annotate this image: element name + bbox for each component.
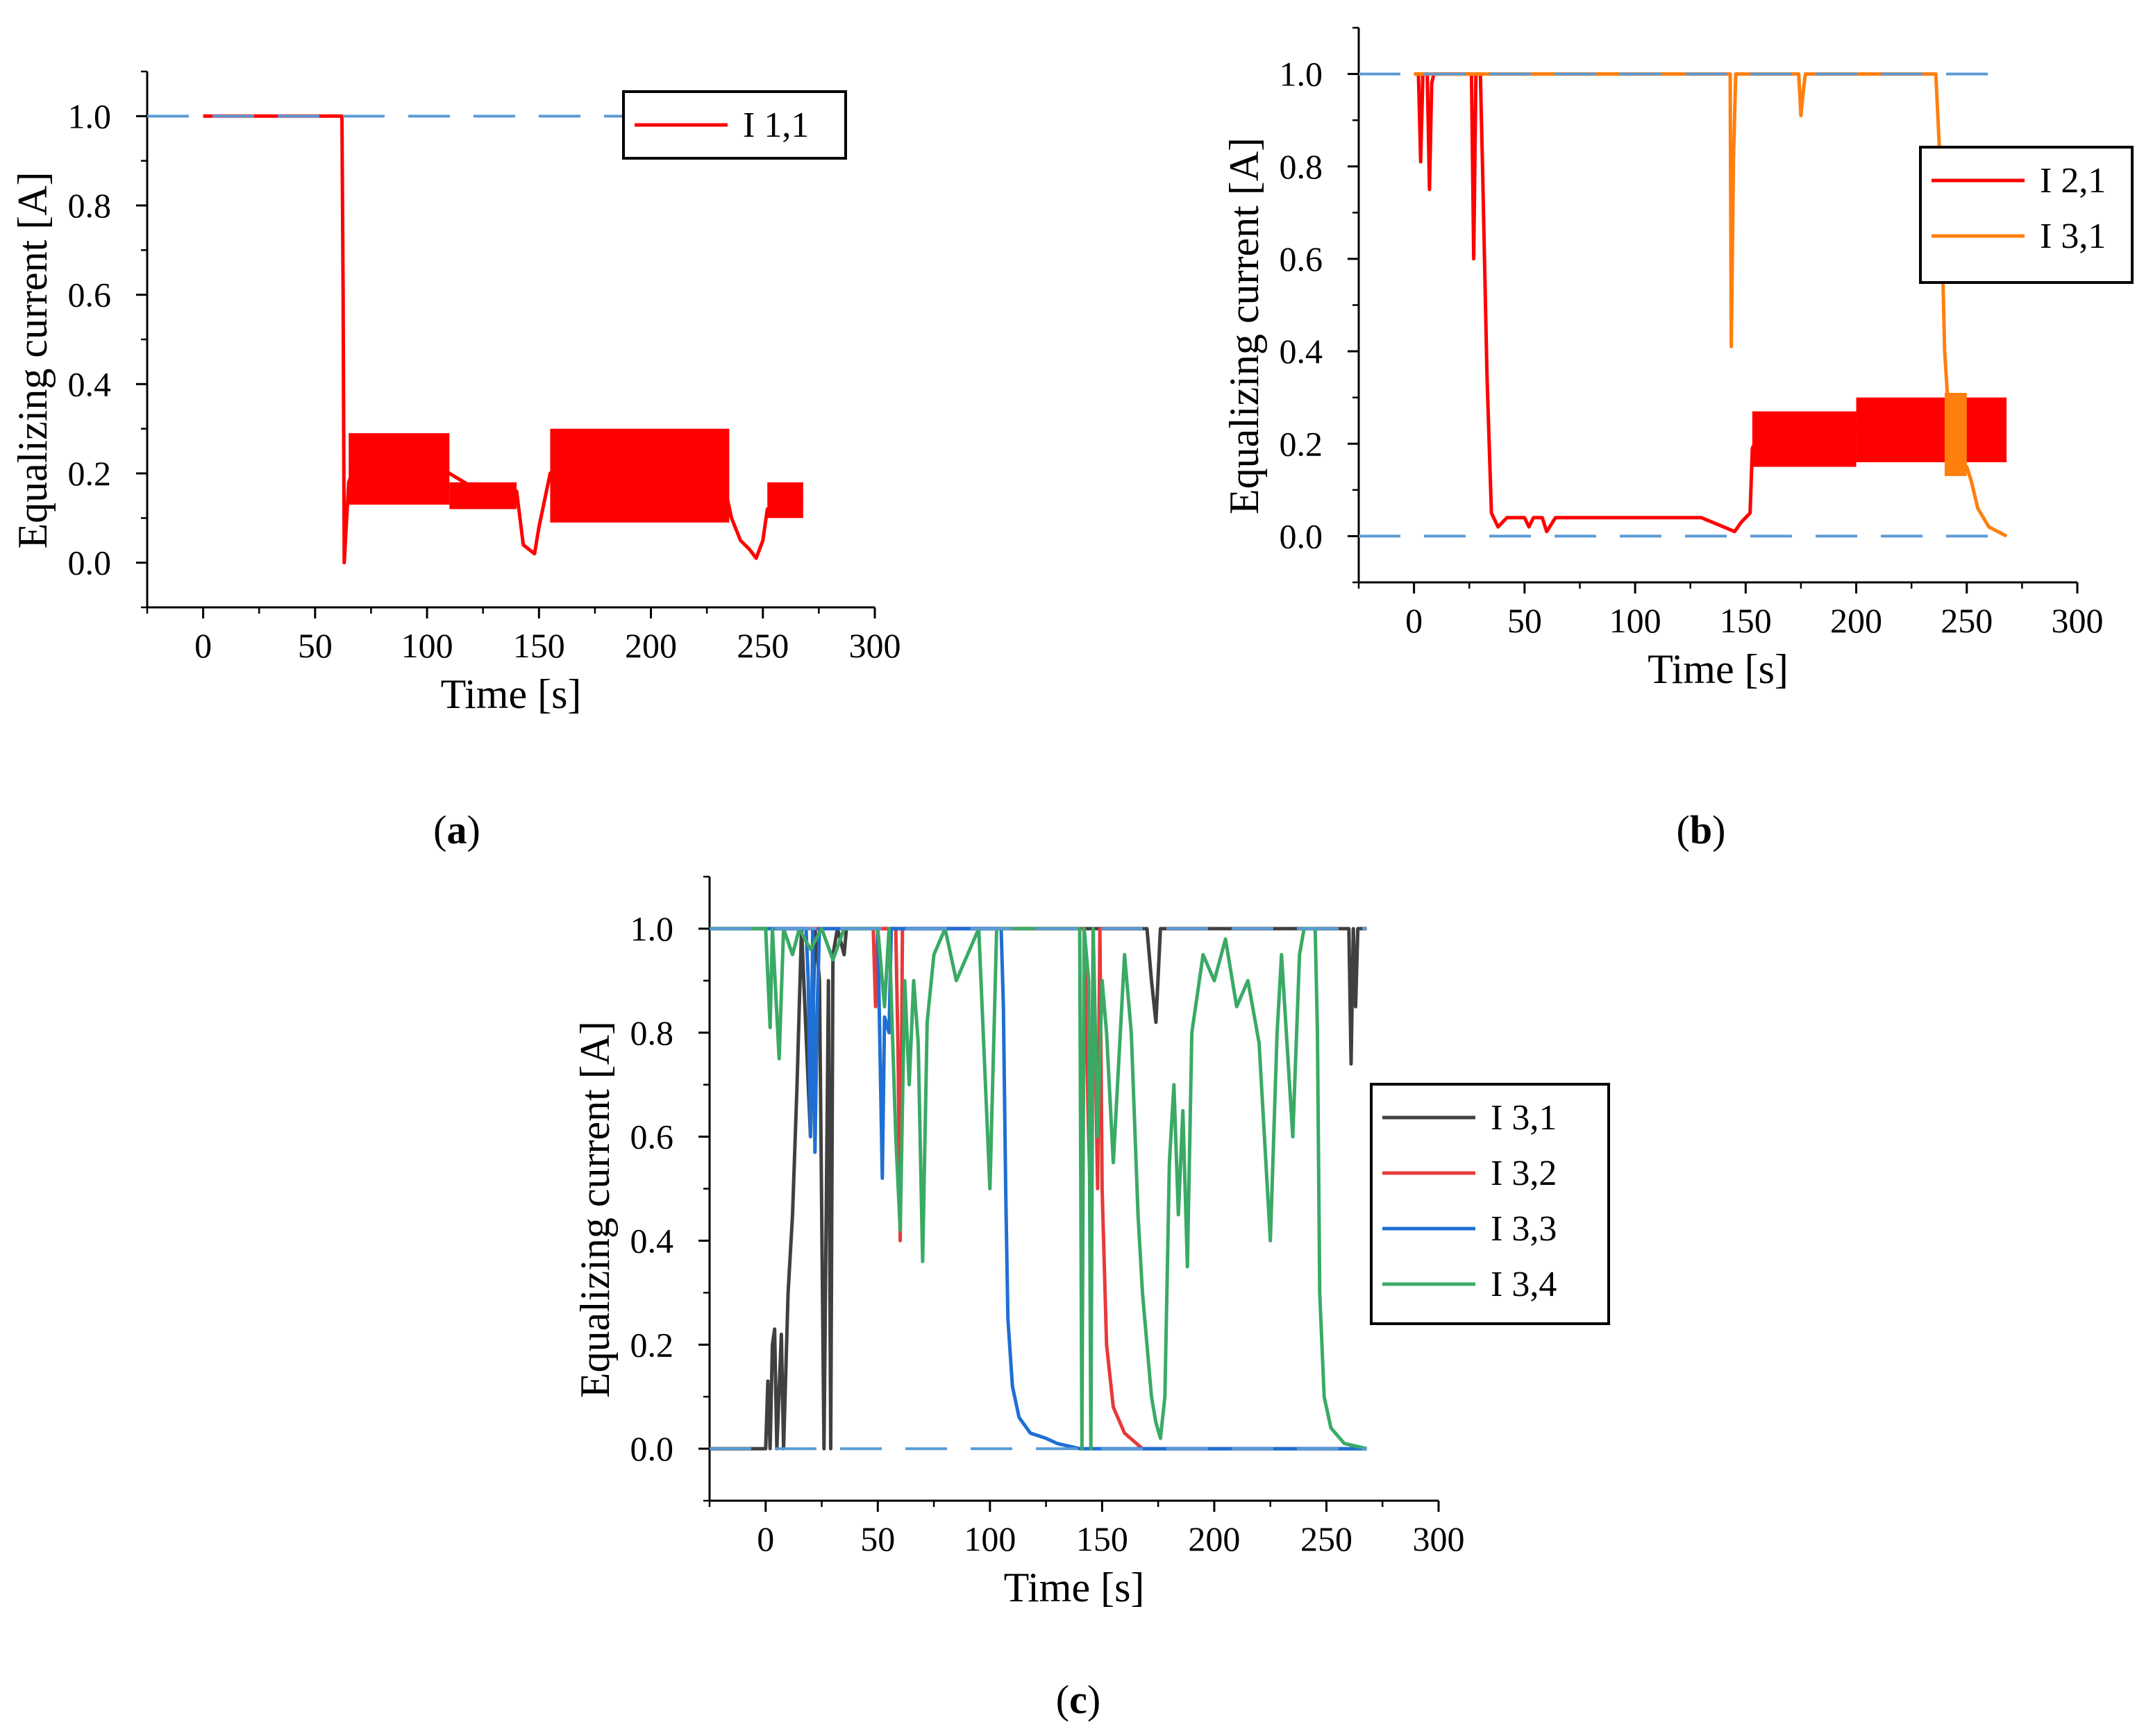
legend-label: I 3,1: [1491, 1098, 1557, 1138]
y-tick-label: 0.6: [630, 1118, 674, 1156]
y-tick-label: 0.0: [1280, 516, 1323, 555]
y-tick-label: 0.2: [630, 1325, 674, 1364]
x-tick-label: 200: [625, 626, 677, 665]
x-tick-label: 250: [737, 626, 789, 665]
y-tick-label: 0.8: [630, 1013, 674, 1052]
x-axis-label: Time [s]: [1004, 1565, 1145, 1610]
x-tick-label: 0: [1405, 601, 1423, 640]
x-tick-label: 150: [513, 626, 565, 665]
y-axis-label: Equalizing current [A]: [1221, 137, 1267, 514]
series-I-2-1: [1414, 72, 2007, 534]
plot-area: [710, 927, 1368, 1451]
panel-caption: (c): [1056, 1677, 1100, 1722]
legend: I 3,1 I 3,2 I 3,3 I 3,4: [1370, 1083, 1610, 1325]
series-band: [1752, 411, 1857, 467]
legend-box: [1370, 1083, 1610, 1325]
chart-b: 0 50 100 150 200 250 300 0.0 0.2 0.4 0.6 0.8 1.0 Time…: [1221, 26, 2134, 852]
plot-area: [147, 114, 803, 565]
legend-box: [1919, 146, 2134, 284]
x-tick-label: 300: [849, 626, 901, 665]
legend-label: I 3,1: [2040, 217, 2106, 256]
y-tick-label: 1.0: [68, 96, 112, 135]
x-axis-label: Time [s]: [441, 671, 582, 717]
legend-label: I 3,4: [1491, 1265, 1557, 1304]
y-tick-label: 1.0: [1280, 55, 1323, 94]
series-line: [1414, 72, 2008, 538]
x-tick-label: 50: [298, 626, 333, 665]
series-line: [710, 927, 1368, 1451]
x-tick-label: 100: [401, 626, 453, 665]
legend-label: I 3,3: [1491, 1209, 1557, 1249]
y-tick-label: 0.4: [68, 364, 112, 403]
y-tick-label: 0.4: [630, 1221, 674, 1260]
y-tick-label: 0.6: [1280, 239, 1323, 278]
y-tick-label: 0.0: [630, 1429, 674, 1468]
x-tick-label: 100: [964, 1519, 1016, 1558]
y-tick-label: 0.0: [68, 543, 112, 582]
x-tick-label: 0: [194, 626, 212, 665]
y-tick-label: 0.4: [1280, 332, 1323, 371]
series-I-1-1: [203, 114, 803, 565]
x-tick-label: 250: [1300, 1519, 1352, 1558]
series-band: [349, 433, 450, 505]
y-axis-label: Equalizing current [A]: [572, 1021, 618, 1398]
plot-area: [1359, 72, 2008, 538]
x-tick-label: 150: [1720, 601, 1772, 640]
series-line: [1414, 72, 2007, 534]
x-axis-label: Time [s]: [1648, 646, 1788, 692]
y-tick-label: 0.6: [68, 276, 112, 314]
series-I-3-4: [710, 927, 1368, 1451]
x-tick-label: 300: [1413, 1519, 1465, 1558]
legend-label: I 2,1: [2040, 161, 2106, 201]
panel-caption: (b): [1677, 807, 1726, 852]
series-I-3-1: [1414, 72, 2008, 538]
legend-label: I 1,1: [743, 106, 809, 145]
y-tick-label: 1.0: [630, 909, 674, 948]
y-tick-label: 0.8: [68, 186, 112, 225]
x-tick-label: 300: [2052, 601, 2104, 640]
x-tick-label: 250: [1941, 601, 1993, 640]
y-tick-label: 0.2: [1280, 424, 1323, 463]
panel-caption: (a): [433, 807, 480, 852]
chart-a: 0 50 100 150 200 250 300 0.0 0.2 0.4 0.6 0.8 1.0 Time…: [10, 70, 901, 852]
x-tick-label: 100: [1609, 601, 1661, 640]
chart-c: 0 50 100 150 200 250 300 0.0 0.2 0.4 0.6 0.8 1.0 Time…: [572, 875, 1610, 1722]
x-tick-label: 150: [1076, 1519, 1128, 1558]
y-tick-label: 0.2: [68, 454, 112, 493]
legend-label: I 3,2: [1491, 1154, 1557, 1193]
series-line: [203, 114, 803, 565]
legend: I 2,1 I 3,1: [1919, 146, 2134, 284]
x-tick-label: 200: [1830, 601, 1882, 640]
legend: I 1,1: [622, 90, 847, 160]
y-axis-label: Equalizing current [A]: [10, 171, 56, 548]
x-tick-label: 50: [1507, 601, 1542, 640]
x-tick-label: 0: [757, 1519, 774, 1558]
x-tick-label: 200: [1188, 1519, 1240, 1558]
y-tick-label: 0.8: [1280, 147, 1323, 186]
x-tick-label: 50: [860, 1519, 895, 1558]
